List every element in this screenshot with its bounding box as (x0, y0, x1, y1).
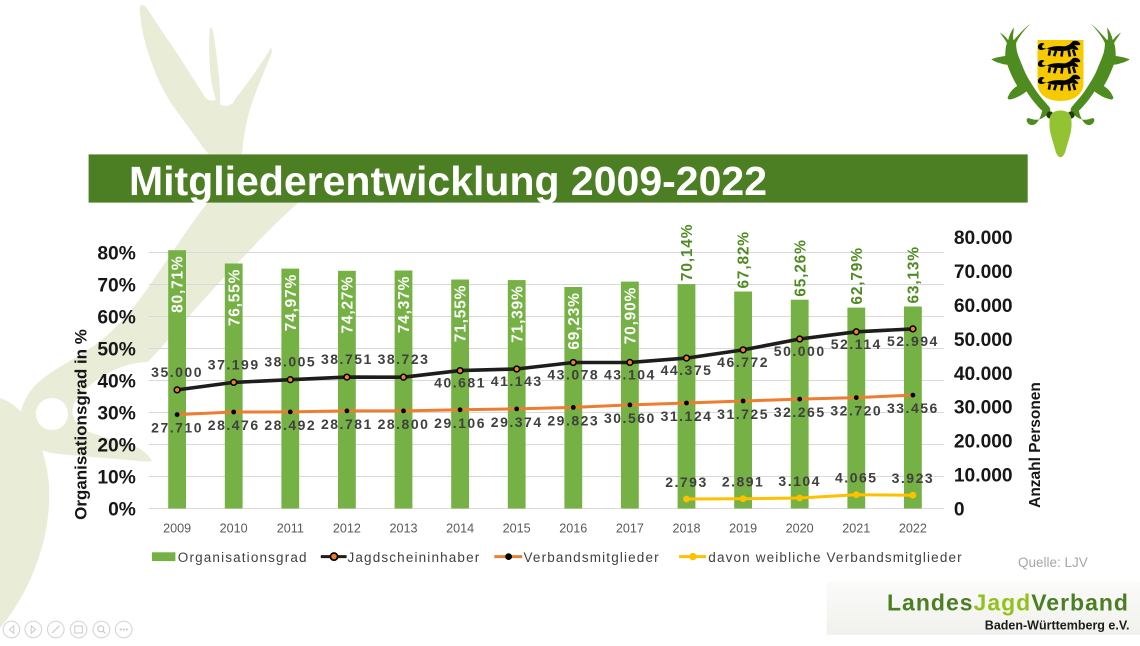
svg-text:Anzahl Personen: Anzahl Personen (1027, 382, 1044, 508)
svg-text:Organisationsgrad in %: Organisationsgrad in % (72, 329, 91, 520)
svg-text:29.823: 29.823 (547, 412, 599, 428)
svg-text:4.065: 4.065 (835, 470, 878, 486)
svg-text:40%: 40% (97, 371, 135, 392)
svg-text:38.005: 38.005 (264, 354, 316, 370)
svg-text:43.104: 43.104 (604, 366, 656, 382)
svg-text:38.751: 38.751 (321, 351, 373, 367)
svg-text:2018: 2018 (672, 522, 700, 536)
svg-text:70,90%: 70,90% (623, 287, 640, 344)
svg-text:2.793: 2.793 (665, 474, 708, 490)
svg-text:10%: 10% (97, 467, 135, 488)
svg-text:69,23%: 69,23% (566, 292, 583, 349)
svg-text:davon weibliche Verbandsmitgli: davon weibliche Verbandsmitglieder (708, 550, 962, 565)
svg-text:60%: 60% (97, 307, 135, 328)
svg-text:40.681: 40.681 (434, 375, 486, 391)
svg-text:33.456: 33.456 (887, 400, 939, 416)
svg-text:2015: 2015 (503, 522, 531, 536)
svg-text:Organisationsgrad: Organisationsgrad (178, 550, 308, 565)
svg-text:50.000: 50.000 (954, 330, 1013, 351)
svg-text:52.114: 52.114 (831, 336, 882, 352)
svg-text:70,14%: 70,14% (679, 224, 696, 281)
svg-text:2.891: 2.891 (722, 474, 765, 490)
svg-text:2009: 2009 (163, 522, 191, 536)
svg-text:74,97%: 74,97% (283, 274, 300, 331)
svg-text:Quelle: LJV: Quelle: LJV (1018, 555, 1088, 570)
svg-text:Jagdscheininhaber: Jagdscheininhaber (348, 550, 481, 565)
svg-text:2022: 2022 (899, 522, 927, 536)
svg-text:Mitgliederentwicklung 2009-202: Mitgliederentwicklung 2009-2022 (129, 158, 767, 204)
svg-text:2014: 2014 (446, 522, 474, 536)
svg-text:2017: 2017 (616, 522, 644, 536)
svg-text:LandesJagdVerband: LandesJagdVerband (887, 590, 1129, 616)
svg-text:50.000: 50.000 (774, 343, 826, 359)
svg-text:35.000: 35.000 (151, 364, 203, 380)
svg-text:2016: 2016 (559, 522, 587, 536)
svg-text:31.124: 31.124 (661, 408, 713, 424)
svg-text:29.374: 29.374 (491, 414, 543, 430)
svg-text:44.375: 44.375 (661, 362, 713, 378)
svg-text:0: 0 (954, 499, 965, 520)
svg-text:0%: 0% (108, 499, 136, 520)
svg-text:Baden-Württemberg e.V.: Baden-Württemberg e.V. (985, 619, 1130, 633)
svg-text:62,79%: 62,79% (849, 247, 866, 304)
svg-text:50%: 50% (97, 339, 135, 360)
svg-text:27.710: 27.710 (151, 420, 203, 436)
svg-text:3.923: 3.923 (892, 470, 935, 486)
svg-text:30.000: 30.000 (954, 398, 1013, 419)
svg-text:67,82%: 67,82% (736, 231, 753, 288)
svg-text:28.492: 28.492 (264, 417, 316, 433)
svg-text:2019: 2019 (729, 522, 757, 536)
svg-text:32.265: 32.265 (774, 404, 826, 420)
svg-text:2021: 2021 (842, 522, 870, 536)
svg-text:28.781: 28.781 (321, 416, 373, 432)
svg-text:31.725: 31.725 (717, 406, 769, 422)
svg-text:10.000: 10.000 (954, 466, 1013, 487)
svg-text:76,55%: 76,55% (226, 269, 243, 326)
svg-text:52.994: 52.994 (887, 333, 939, 349)
svg-text:2010: 2010 (220, 522, 248, 536)
svg-text:43.078: 43.078 (547, 367, 599, 383)
svg-text:80.000: 80.000 (954, 228, 1013, 249)
svg-text:2012: 2012 (333, 522, 361, 536)
svg-text:46.772: 46.772 (717, 354, 769, 370)
svg-text:74,37%: 74,37% (396, 276, 413, 333)
svg-text:70%: 70% (97, 275, 135, 296)
svg-text:71,55%: 71,55% (453, 285, 470, 342)
svg-text:41.143: 41.143 (491, 373, 543, 389)
svg-text:Verbandsmitglieder: Verbandsmitglieder (524, 550, 660, 565)
svg-text:3.104: 3.104 (778, 473, 821, 489)
svg-text:20%: 20% (97, 435, 135, 456)
svg-text:70.000: 70.000 (954, 262, 1013, 283)
svg-text:30.560: 30.560 (604, 410, 656, 426)
svg-text:63,13%: 63,13% (906, 246, 923, 303)
svg-text:38.723: 38.723 (378, 351, 430, 367)
svg-text:29.106: 29.106 (434, 415, 486, 431)
svg-text:28.800: 28.800 (378, 416, 430, 432)
svg-text:32.720: 32.720 (830, 403, 882, 419)
svg-text:40.000: 40.000 (954, 364, 1013, 385)
svg-text:2020: 2020 (786, 522, 814, 536)
svg-text:71,39%: 71,39% (509, 285, 526, 342)
svg-text:30%: 30% (97, 403, 135, 424)
svg-text:65,26%: 65,26% (792, 239, 809, 296)
svg-text:20.000: 20.000 (954, 432, 1013, 453)
svg-text:37.199: 37.199 (208, 356, 260, 372)
svg-text:28.476: 28.476 (208, 417, 260, 433)
svg-text:2011: 2011 (277, 522, 304, 536)
svg-text:80%: 80% (97, 243, 135, 264)
svg-text:2013: 2013 (389, 522, 417, 536)
svg-text:80,71%: 80,71% (170, 256, 187, 313)
svg-text:74,27%: 74,27% (340, 276, 357, 333)
svg-text:60.000: 60.000 (954, 296, 1013, 317)
